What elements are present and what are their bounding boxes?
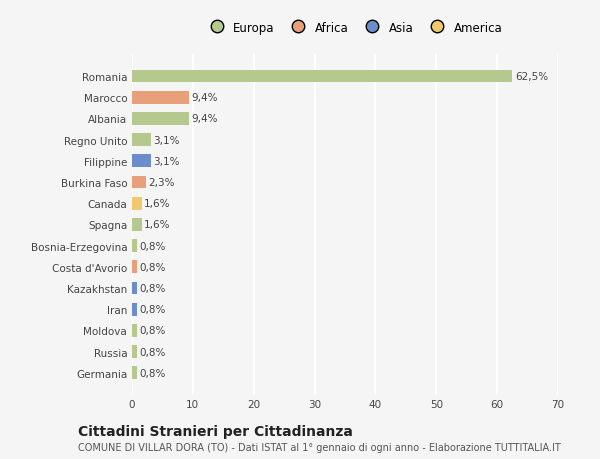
Text: Cittadini Stranieri per Cittadinanza: Cittadini Stranieri per Cittadinanza (78, 425, 353, 438)
Text: 9,4%: 9,4% (191, 93, 218, 103)
Bar (132, 367, 137, 379)
Text: COMUNE DI VILLAR DORA (TO) - Dati ISTAT al 1° gennaio di ogni anno - Elaborazion: COMUNE DI VILLAR DORA (TO) - Dati ISTAT … (78, 442, 561, 452)
Text: 0,8%: 0,8% (139, 241, 166, 251)
Text: 0,8%: 0,8% (139, 347, 166, 357)
Bar (132, 71, 512, 83)
Bar (132, 92, 189, 104)
Bar (132, 197, 142, 210)
Text: 1,6%: 1,6% (144, 199, 170, 209)
Bar (132, 176, 146, 189)
Text: 9,4%: 9,4% (191, 114, 218, 124)
Legend: Europa, Africa, Asia, America: Europa, Africa, Asia, America (200, 17, 507, 39)
Text: 0,8%: 0,8% (139, 326, 166, 336)
Text: 2,3%: 2,3% (148, 178, 175, 188)
Bar (132, 325, 137, 337)
Text: 0,8%: 0,8% (139, 304, 166, 314)
Text: 0,8%: 0,8% (139, 283, 166, 293)
Bar (132, 346, 137, 358)
Bar (132, 113, 189, 125)
Text: 1,6%: 1,6% (144, 220, 170, 230)
Bar (132, 282, 137, 295)
Text: 3,1%: 3,1% (154, 135, 180, 146)
Text: 0,8%: 0,8% (139, 368, 166, 378)
Bar (132, 240, 137, 252)
Text: 3,1%: 3,1% (154, 157, 180, 167)
Bar (132, 218, 142, 231)
Bar (132, 303, 137, 316)
Bar (132, 261, 137, 274)
Bar (132, 155, 151, 168)
Text: 62,5%: 62,5% (515, 72, 548, 82)
Bar (132, 134, 151, 147)
Text: 0,8%: 0,8% (139, 262, 166, 272)
